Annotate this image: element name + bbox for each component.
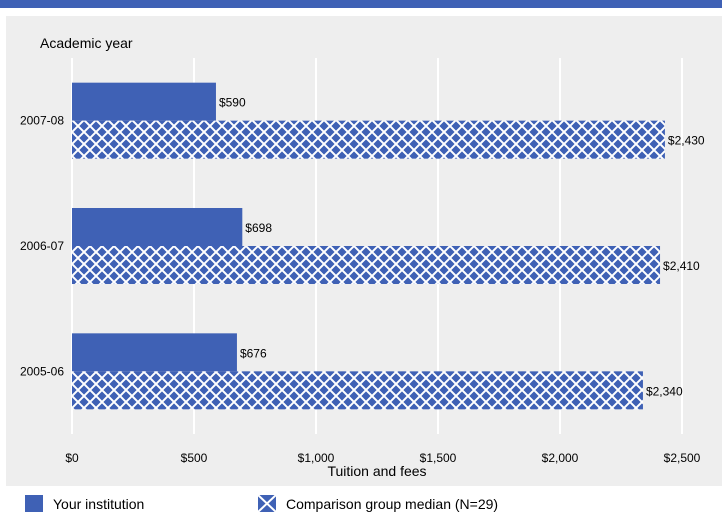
legend-item-comparison-median: Comparison group median (N=29) — [258, 495, 498, 512]
legend-swatch-hatched — [258, 495, 276, 512]
legend-label: Comparison group median (N=29) — [286, 495, 499, 512]
data-label: $676 — [240, 346, 267, 360]
legend-item-your-institution: Your institution — [25, 495, 144, 512]
x-tick-label: $500 — [181, 451, 208, 465]
bar — [72, 333, 237, 372]
legend: Your institution Comparison group median… — [0, 487, 722, 518]
chart: Academic year $590 $2,430 $698 $2,410 $676 $2… — [20, 35, 705, 479]
data-label: $2,430 — [668, 134, 705, 148]
x-tick-label: $0 — [65, 451, 79, 465]
x-tick-label: $1,500 — [420, 451, 457, 465]
bar — [72, 246, 661, 284]
data-label: $590 — [219, 96, 246, 110]
data-label: $698 — [245, 221, 272, 235]
y-tick-label: 2006-07 — [20, 239, 64, 253]
data-label: $2,410 — [663, 259, 700, 273]
bar — [72, 120, 665, 159]
legend-swatch-solid — [25, 495, 43, 512]
top-accent-bar — [0, 0, 722, 8]
y-axis-title: Academic year — [40, 35, 133, 51]
x-tick-label: $2,000 — [542, 451, 579, 465]
x-tick-label: $2,500 — [664, 451, 701, 465]
y-tick-label: 2005-06 — [20, 364, 64, 378]
bar — [72, 82, 216, 121]
x-tick-label: $1,000 — [298, 451, 335, 465]
x-axis-title: Tuition and fees — [327, 463, 426, 479]
bar — [72, 208, 243, 246]
legend-label: Your institution — [53, 495, 145, 512]
data-label: $2,340 — [646, 384, 683, 398]
y-tick-label: 2007-08 — [20, 114, 64, 128]
bar — [72, 371, 643, 410]
